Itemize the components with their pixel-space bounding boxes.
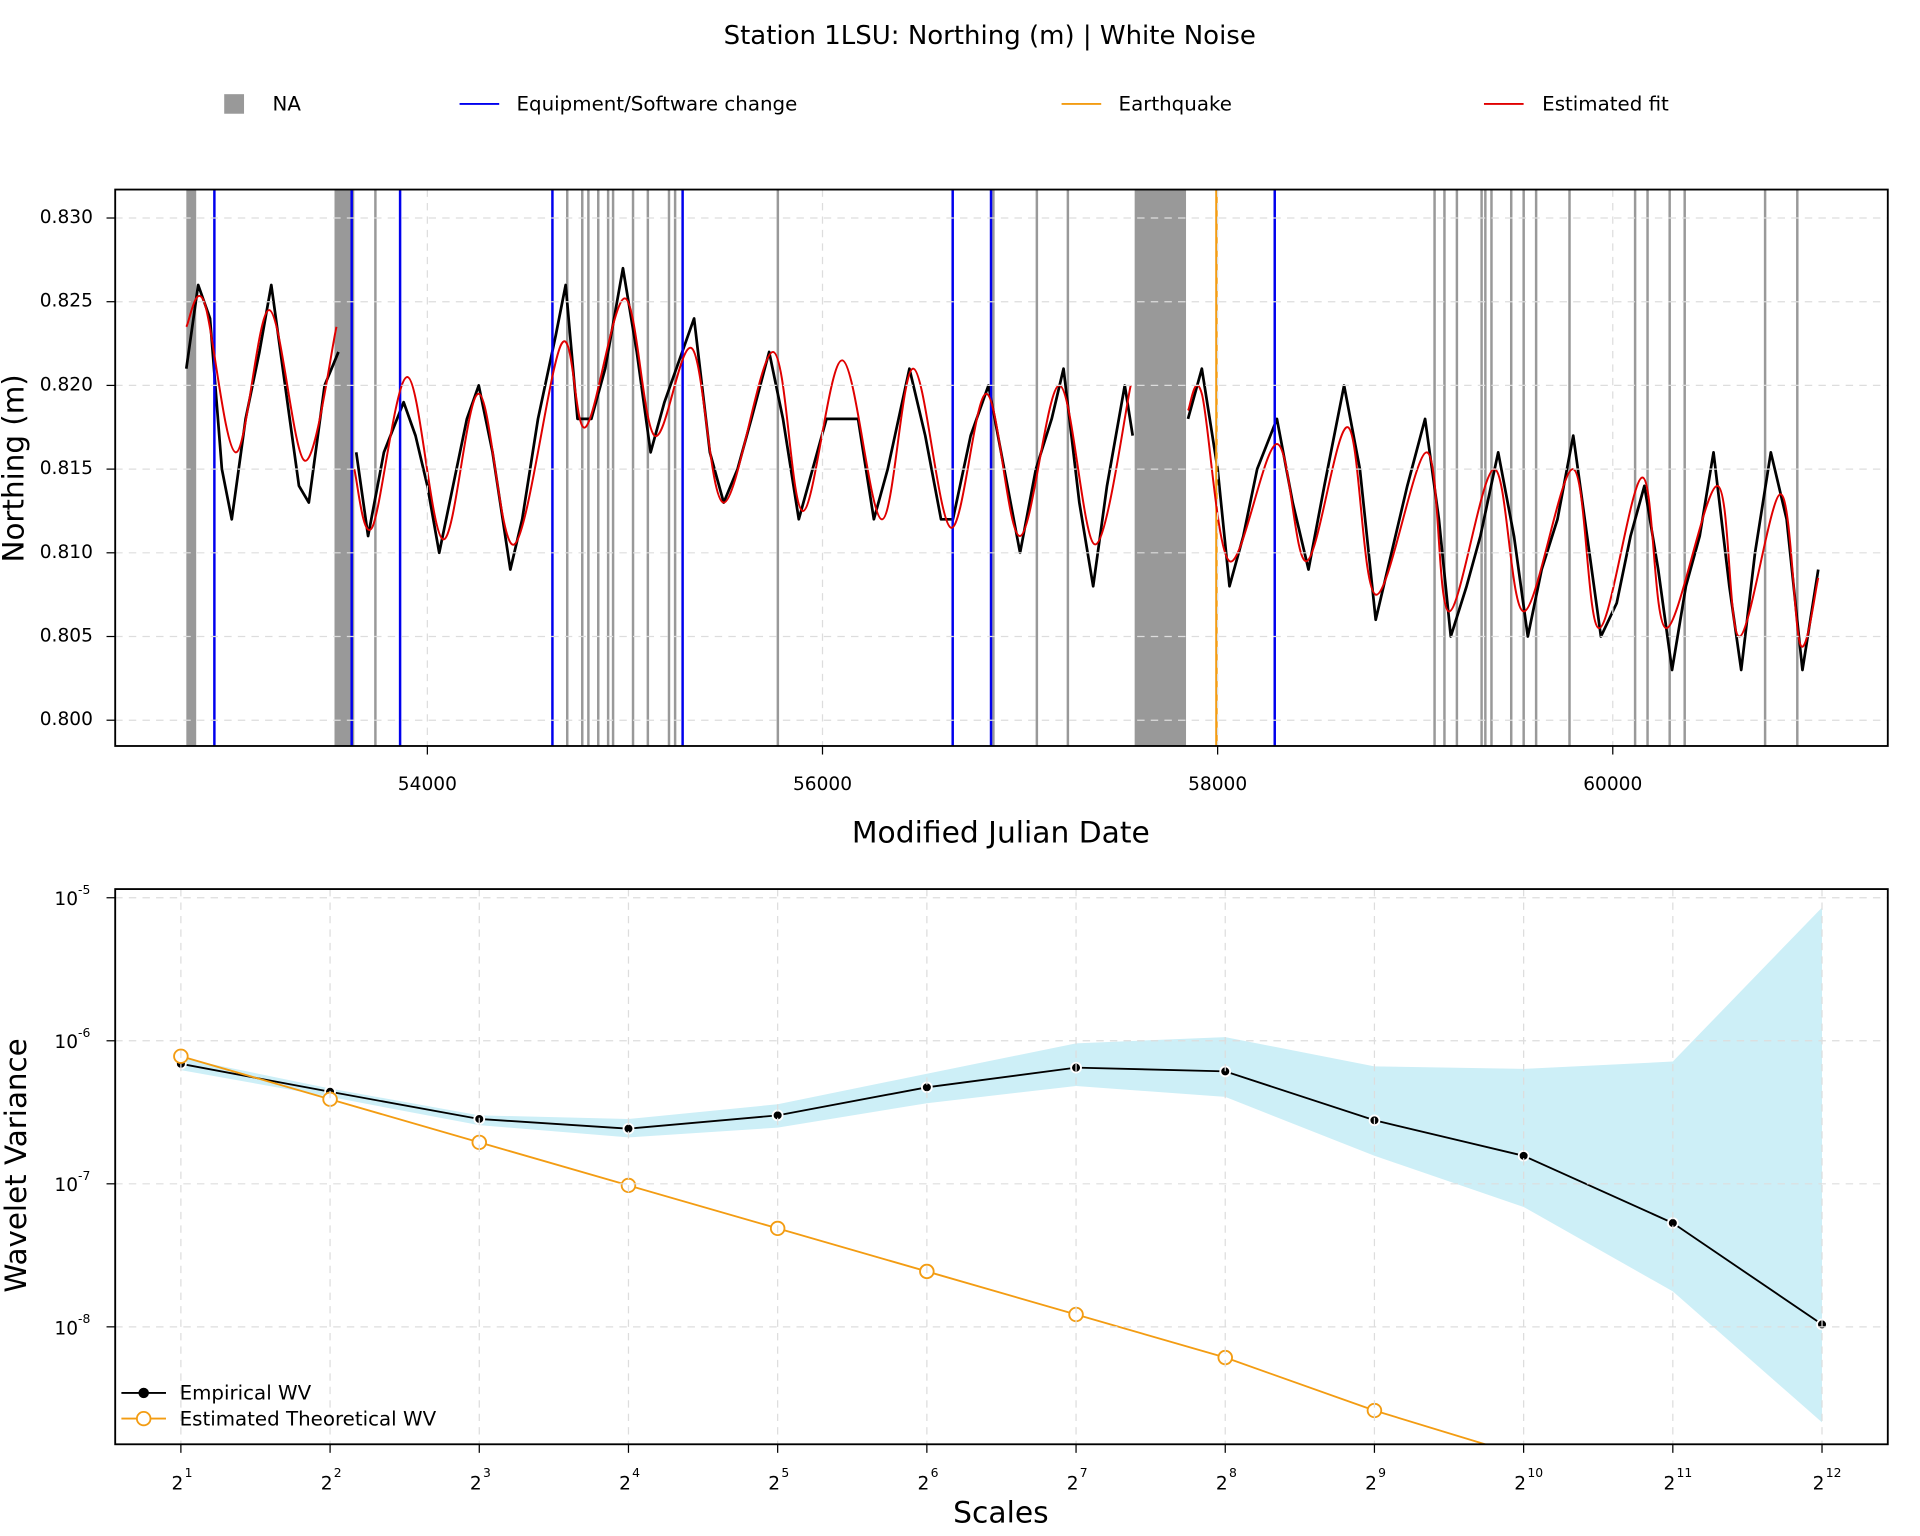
legend-marker xyxy=(135,1410,152,1427)
y-tick-label: 10 xyxy=(54,1032,78,1053)
y-tick-label: 10 xyxy=(54,1318,78,1339)
x-tick-label: 2 xyxy=(1813,1474,1825,1495)
legend-marker xyxy=(138,1387,149,1399)
x-tick-label: 2 xyxy=(1663,1474,1675,1495)
x-tick-label: 2 xyxy=(1067,1474,1079,1495)
plot-frame xyxy=(114,188,1889,747)
confidence-band xyxy=(180,907,1823,1423)
y-tick-label: 0.825 xyxy=(40,291,93,312)
x-tick-exponent: 12 xyxy=(1826,1466,1842,1480)
x-tick-exponent: 6 xyxy=(931,1466,939,1480)
x-tick-exponent: 1 xyxy=(185,1466,193,1480)
chart-title: Station 1LSU: Northing (m) | White Noise xyxy=(724,21,1256,51)
series-line xyxy=(180,1062,1823,1326)
x-tick-label: 56000 xyxy=(793,774,852,795)
series-line xyxy=(180,1055,1489,1445)
x-tick-label: 2 xyxy=(172,1474,184,1495)
x-tick-exponent: 10 xyxy=(1527,1466,1543,1480)
x-tick-exponent: 5 xyxy=(781,1466,789,1480)
x-tick-exponent: 11 xyxy=(1677,1466,1693,1480)
y-tick-exponent: -7 xyxy=(78,1169,90,1183)
x-tick-label: 2 xyxy=(918,1474,930,1495)
plot-area xyxy=(184,189,1820,746)
y-tick-label: 0.805 xyxy=(40,626,93,647)
x-tick-label: 2 xyxy=(1514,1474,1526,1495)
y-axis-label: Wavelet Variance xyxy=(0,1038,33,1292)
x-tick-label: 2 xyxy=(619,1474,631,1495)
x-tick-exponent: 8 xyxy=(1229,1466,1237,1480)
legend-label: NA xyxy=(273,93,302,116)
legend-label: Earthquake xyxy=(1119,93,1232,116)
x-tick-label: 54000 xyxy=(398,774,457,795)
y-tick-exponent: -5 xyxy=(78,883,90,897)
y-tick-label: 0.810 xyxy=(40,542,93,563)
y-tick-exponent: -6 xyxy=(78,1026,91,1040)
x-tick-exponent: 2 xyxy=(334,1466,342,1480)
x-tick-exponent: 3 xyxy=(483,1466,491,1480)
x-tick-exponent: 4 xyxy=(632,1466,640,1480)
y-tick-label: 0.830 xyxy=(40,207,93,228)
x-axis-label: Modified Julian Date xyxy=(852,816,1150,850)
x-tick-exponent: 7 xyxy=(1080,1466,1088,1480)
legend-label: Empirical WV xyxy=(180,1382,312,1405)
y-tick-label: 10 xyxy=(54,1175,78,1196)
na-interval xyxy=(1134,189,1187,746)
x-tick-label: 58000 xyxy=(1188,774,1247,795)
x-tick-label: 60000 xyxy=(1583,774,1642,795)
legend-label: Estimated Theoretical WV xyxy=(180,1407,437,1430)
y-tick-exponent: -8 xyxy=(78,1312,90,1326)
y-tick-label: 0.820 xyxy=(40,374,93,395)
series-point xyxy=(1666,1493,1680,1506)
x-tick-label: 2 xyxy=(470,1474,482,1495)
legend-label: Estimated fit xyxy=(1542,93,1669,116)
x-tick-exponent: 9 xyxy=(1378,1466,1386,1480)
x-tick-label: 2 xyxy=(1216,1474,1228,1495)
plot-frame xyxy=(114,888,1889,1446)
na-interval xyxy=(334,189,355,746)
x-tick-label: 2 xyxy=(1365,1474,1377,1495)
legend-label: Equipment/Software change xyxy=(517,93,798,116)
x-tick-label: 2 xyxy=(768,1474,780,1495)
y-tick-label: 10 xyxy=(54,889,78,910)
na-interval xyxy=(186,189,197,746)
plot-area xyxy=(173,907,1828,1506)
y-axis-label: Northing (m) xyxy=(0,374,30,562)
x-axis-label: Scales xyxy=(953,1496,1048,1530)
x-tick-label: 2 xyxy=(321,1474,333,1495)
y-tick-label: 0.800 xyxy=(40,709,93,730)
y-tick-label: 0.815 xyxy=(40,458,93,479)
legend-swatch xyxy=(224,94,245,114)
fit-line xyxy=(185,294,1820,648)
